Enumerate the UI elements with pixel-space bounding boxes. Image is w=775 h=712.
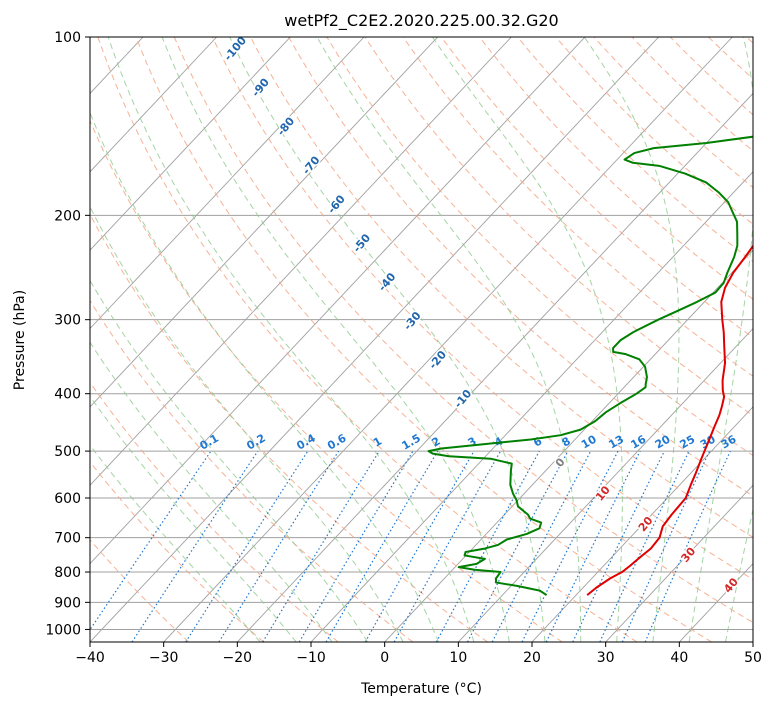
moist-adiabat-line bbox=[688, 37, 753, 642]
x-axis-title: Temperature (°C) bbox=[360, 681, 482, 697]
mixing-ratio-line bbox=[90, 450, 212, 631]
x-tick-label: −10 bbox=[296, 650, 326, 666]
moist-adiabat-line bbox=[90, 111, 439, 642]
profile-layer bbox=[427, 135, 753, 596]
isotherm-line bbox=[605, 484, 753, 642]
mixing-ratio-line bbox=[621, 450, 711, 642]
x-tick-label: 0 bbox=[380, 650, 389, 666]
dry-adiabat-line bbox=[90, 119, 563, 642]
mixing-ratio-line bbox=[545, 450, 641, 642]
y-tick-label: 1000 bbox=[45, 622, 81, 638]
isotherm-line bbox=[90, 37, 586, 565]
x-tick-label: 30 bbox=[597, 650, 615, 666]
moist-adiabat-line bbox=[161, 37, 510, 642]
y-tick-label: 600 bbox=[54, 491, 81, 507]
axis-layer: −40 −30 −20 −10 0 10 20 30 40 50 100 200 300 400 500 60… bbox=[45, 30, 762, 666]
mixing-ratio-line bbox=[131, 450, 259, 642]
dry-adiabat-line bbox=[211, 37, 753, 581]
y-tick-label: 200 bbox=[54, 208, 81, 224]
mixing-ratio-line bbox=[262, 450, 380, 642]
y-tick-label: 100 bbox=[54, 30, 81, 46]
y-tick-label: 500 bbox=[54, 444, 81, 460]
dry-adiabat-line bbox=[135, 37, 712, 642]
plot-frame bbox=[89, 36, 754, 643]
temperature-profile-line bbox=[586, 244, 753, 596]
x-tick-label: 50 bbox=[744, 650, 762, 666]
dry-adiabat-line bbox=[250, 37, 753, 538]
dry-adiabat-line bbox=[97, 37, 638, 642]
isotherm-line bbox=[384, 249, 753, 642]
moist-adiabat-line bbox=[107, 37, 475, 642]
moist-adiabat-line bbox=[90, 341, 333, 642]
isotherm-line bbox=[90, 37, 218, 173]
isotherm-line bbox=[90, 37, 365, 330]
x-tick-label: −30 bbox=[149, 650, 179, 666]
isotherm-line bbox=[237, 92, 753, 642]
isotherm-line bbox=[90, 37, 512, 486]
isotherm-line bbox=[531, 406, 753, 642]
grid-layer bbox=[90, 37, 753, 642]
y-tick-label: 700 bbox=[54, 531, 81, 547]
isotherm-line bbox=[90, 37, 439, 408]
y-axis-title: Pressure (hPa) bbox=[12, 290, 28, 390]
dry-adiabat-line bbox=[326, 37, 753, 457]
moist-adiabat-line bbox=[725, 507, 753, 642]
moist-adiabat-line bbox=[229, 37, 546, 642]
y-tick-label: 900 bbox=[54, 595, 81, 611]
mixing-ratio-line bbox=[521, 450, 619, 642]
moist-adiabat-line bbox=[316, 37, 582, 642]
mixing-ratio-line bbox=[393, 450, 502, 642]
dry-adiabat-line bbox=[90, 539, 190, 642]
y-tick-label: 400 bbox=[54, 387, 81, 403]
x-tick-label: 10 bbox=[449, 650, 467, 666]
mixing-ratio-line bbox=[185, 450, 309, 642]
chart-title: wetPf2_C2E2.2020.225.00.32.G20 bbox=[284, 11, 558, 31]
x-tick-label: 40 bbox=[670, 650, 688, 666]
x-tick-label: −20 bbox=[223, 650, 253, 666]
mixing-ratio-line bbox=[644, 450, 731, 642]
isotherm-line bbox=[90, 37, 291, 251]
x-tick-label: 20 bbox=[523, 650, 541, 666]
y-tick-label: 300 bbox=[54, 313, 81, 329]
dry-adiabat-line bbox=[90, 213, 488, 642]
moist-adiabat-line bbox=[90, 395, 297, 642]
y-tick-label: 800 bbox=[54, 565, 81, 581]
isotherm-line bbox=[163, 37, 733, 642]
moist-adiabat-line bbox=[583, 37, 680, 642]
x-tick-label: −40 bbox=[75, 650, 105, 666]
dry-adiabat-line bbox=[173, 37, 753, 624]
moist-adiabat-line bbox=[90, 205, 404, 642]
dewpoint-profile-line bbox=[427, 135, 753, 596]
isotherm-line bbox=[458, 327, 753, 642]
dry-adiabat-line bbox=[288, 37, 753, 497]
isotherm-line bbox=[310, 171, 753, 642]
dry-adiabat-line bbox=[90, 461, 264, 642]
dry-adiabat-line bbox=[90, 299, 414, 642]
isotherm-line bbox=[90, 37, 660, 642]
